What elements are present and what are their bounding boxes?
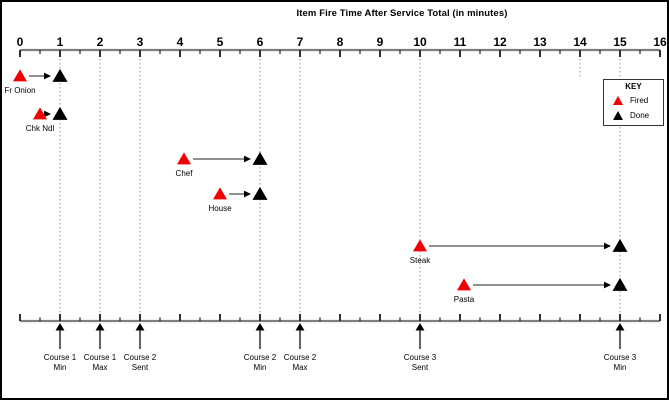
arrowhead-icon: [604, 281, 611, 289]
arrowhead-icon: [604, 242, 611, 250]
arrowhead-icon: [244, 190, 251, 198]
course-label-line1: Course 2: [244, 353, 277, 362]
course-label-line2: Min: [254, 363, 267, 372]
top-axis-tick-label: 16: [653, 35, 667, 49]
top-axis-tick-label: 3: [137, 35, 144, 49]
item-label: Fr Onion: [4, 86, 35, 95]
top-axis-tick-label: 5: [217, 35, 224, 49]
course-arrow-head-icon: [55, 323, 65, 331]
course-label-line2: Sent: [132, 363, 149, 372]
item-label: Chk Ndl: [26, 124, 55, 133]
course-label-line2: Max: [92, 363, 107, 372]
legend-label-fired: Fired: [630, 96, 649, 105]
top-axis-tick-label: 1: [57, 35, 64, 49]
top-axis-tick-label: 8: [337, 35, 344, 49]
fired-marker: [413, 239, 427, 252]
arrowhead-icon: [244, 155, 251, 163]
top-axis-tick-label: 11: [454, 35, 467, 49]
item-label: Steak: [410, 256, 431, 265]
item-label: House: [208, 204, 232, 213]
course-label-line2: Min: [614, 363, 627, 372]
course-label-line2: Max: [292, 363, 307, 372]
course-arrow-head-icon: [135, 323, 145, 331]
top-axis-tick-label: 6: [257, 35, 264, 49]
done-marker: [252, 186, 268, 200]
course-arrow-head-icon: [415, 323, 425, 331]
course-label-line1: Course 2: [284, 353, 317, 362]
course-label-line1: Course 1: [44, 353, 77, 362]
arrowhead-icon: [44, 110, 51, 118]
done-marker: [612, 238, 628, 252]
course-arrow-head-icon: [95, 323, 105, 331]
done-marker: [52, 106, 68, 120]
top-axis-tick-label: 2: [97, 35, 104, 49]
course-label-line2: Sent: [412, 363, 429, 372]
fired-marker: [33, 107, 47, 120]
top-axis-tick-label: 0: [17, 35, 24, 49]
course-label-line2: Min: [54, 363, 67, 372]
course-arrow-head-icon: [615, 323, 625, 331]
legend-item-done: Done: [604, 110, 663, 121]
done-triangle-icon: [613, 111, 623, 120]
top-axis-tick-label: 7: [297, 35, 304, 49]
course-label-line1: Course 3: [404, 353, 437, 362]
chart-title: Item Fire Time After Service Total (in m…: [296, 8, 508, 19]
legend-label-done: Done: [630, 111, 650, 120]
fired-marker: [177, 152, 191, 165]
top-axis-tick-label: 9: [377, 35, 384, 49]
fired-triangle-icon: [613, 96, 623, 105]
legend-title: KEY: [625, 82, 642, 91]
done-marker: [52, 68, 68, 82]
top-axis-tick-label: 4: [177, 35, 184, 49]
fired-marker: [13, 69, 27, 82]
done-marker: [612, 277, 628, 291]
top-axis-tick-label: 14: [573, 35, 587, 49]
legend-box: KEY Fired Done: [603, 79, 664, 126]
course-arrow-head-icon: [295, 323, 305, 331]
course-label-line1: Course 2: [124, 353, 157, 362]
top-axis-tick-label: 10: [413, 35, 427, 49]
fired-marker: [213, 187, 227, 200]
course-arrow-head-icon: [255, 323, 265, 331]
item-label: Chef: [176, 169, 194, 178]
item-label: Pasta: [454, 295, 475, 304]
course-label-line1: Course 3: [604, 353, 637, 362]
top-axis-tick-label: 12: [493, 35, 507, 49]
arrowhead-icon: [44, 72, 51, 80]
course-label-line1: Course 1: [84, 353, 117, 362]
legend-item-fired: Fired: [604, 95, 663, 106]
fired-marker: [457, 278, 471, 291]
done-marker: [252, 151, 268, 165]
top-axis-tick-label: 13: [533, 35, 547, 49]
top-axis-tick-label: 15: [613, 35, 627, 49]
